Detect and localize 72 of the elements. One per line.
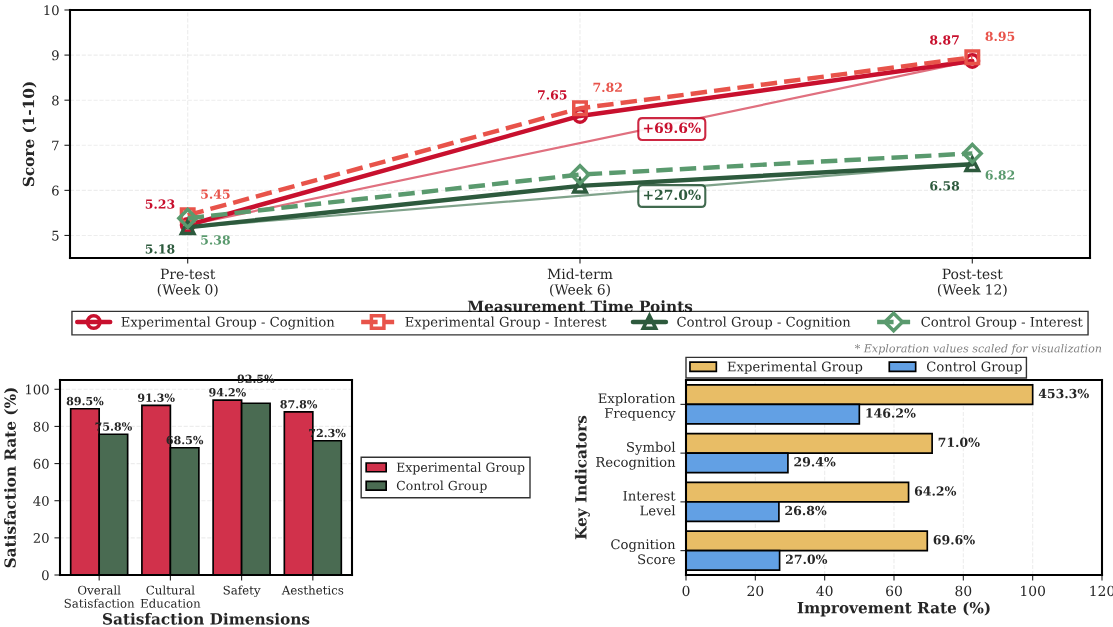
y-tick-label: 10 — [44, 5, 59, 16]
annotation: +69.6% — [643, 122, 701, 134]
x-axis-title: Satisfaction Dimensions — [103, 612, 310, 625]
y-tick-label: Cognition Score — [611, 539, 676, 565]
x-tick-label: Safety — [223, 585, 261, 598]
legend-label: Control Group — [926, 361, 1022, 375]
x-axis-title: Measurement Time Points — [467, 300, 693, 313]
x-tick-label: 40 — [816, 585, 833, 597]
data-label: 69.6% — [933, 535, 975, 545]
data-label: 91.3% — [137, 393, 175, 402]
x-axis-title: Improvement Rate (%) — [797, 601, 990, 617]
y-tick-label: 8 — [52, 95, 59, 106]
x-tick-label: Cultural Education — [140, 585, 201, 608]
legend-label: Experimental Group — [727, 361, 863, 375]
x-tick-label: Overall Satisfaction — [64, 585, 135, 608]
data-label: 7.65 — [538, 90, 567, 100]
point — [572, 100, 588, 117]
annotation: 146.2% — [866, 408, 916, 418]
annotation: +27.0% — [643, 189, 701, 201]
data-label: 7.82 — [593, 82, 622, 92]
x-tick-label: Post-test (Week 12) — [937, 268, 1007, 297]
y-tick-label: 7 — [52, 140, 59, 151]
data-label: 5.45 — [201, 189, 230, 199]
data-label: 64.2% — [914, 486, 957, 496]
y-tick-label: 80 — [33, 421, 49, 432]
data-label: 89.5% — [66, 396, 104, 406]
x-tick-label: Pre-test (Week 0) — [157, 268, 218, 297]
data-label: 27.0% — [785, 554, 828, 564]
legend-label: Control Group - Cognition — [677, 316, 851, 330]
y-tick-label: 40 — [33, 495, 49, 506]
y-axis-title: Key Indicators — [574, 415, 590, 540]
y-tick-label: Exploration Frequency — [598, 393, 676, 421]
data-label: 5.38 — [201, 235, 230, 245]
data-label: 6.58 — [930, 181, 960, 191]
x-tick-label: 20 — [747, 585, 764, 597]
y-tick-label: 20 — [33, 533, 49, 544]
y-tick-label: Interest Level — [623, 490, 676, 516]
y-tick-label: 6 — [52, 185, 59, 196]
data-label: 5.18 — [145, 244, 175, 254]
y-tick-label: Symbol Recognition — [596, 441, 676, 470]
annotation: 453.3% — [1038, 388, 1089, 399]
x-tick-label: 100 — [1021, 585, 1045, 597]
data-label: 87.8% — [280, 400, 318, 409]
x-tick-label: 80 — [955, 585, 972, 597]
x-tick-label: Aesthetics — [281, 585, 344, 595]
data-label: 29.4% — [794, 457, 836, 467]
y-tick-label: 5 — [52, 230, 59, 241]
data-label: 5.23 — [145, 199, 175, 209]
data-label: 26.8% — [785, 505, 827, 516]
legend-label: Control Group - Interest — [921, 316, 1083, 330]
data-label: 6.82 — [985, 170, 1015, 180]
x-tick-label: Mid-term (Week 6) — [547, 268, 613, 297]
x-tick-label: 0 — [682, 585, 690, 597]
text: * Exploration values scaled for visualization — [854, 343, 1102, 355]
point — [569, 164, 591, 186]
y-tick-label: 9 — [52, 50, 59, 61]
point — [177, 207, 199, 229]
legend-label: Experimental Group - Interest — [405, 316, 607, 330]
x-tick-label: 60 — [886, 585, 902, 597]
legend-label: Control Group — [396, 480, 487, 493]
data-label: 71.0% — [938, 437, 980, 447]
point — [961, 142, 983, 164]
y-axis-title: Satisfaction Rate (%) — [4, 388, 19, 568]
data-label: 8.95 — [985, 31, 1015, 42]
y-tick-label: 100 — [26, 384, 49, 395]
legend-label: Experimental Group - Cognition — [121, 316, 335, 330]
legend-label: Experimental Group — [396, 462, 525, 475]
data-label: 94.2% — [209, 388, 246, 397]
data-label: 8.87 — [930, 35, 959, 45]
y-axis-title: Score (1-10) — [22, 82, 37, 187]
y-tick-label: 0 — [42, 570, 49, 581]
y-tick-label: 60 — [33, 458, 49, 469]
